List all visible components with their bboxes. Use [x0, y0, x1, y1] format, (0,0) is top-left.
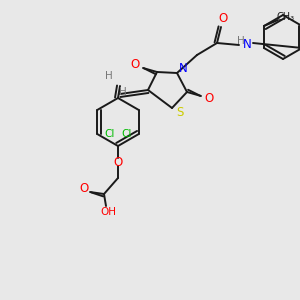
Text: N: N [178, 62, 188, 76]
Text: O: O [204, 92, 214, 104]
Text: Cl: Cl [104, 129, 114, 139]
Text: O: O [80, 182, 88, 196]
Text: H: H [105, 71, 113, 81]
Text: O: O [113, 157, 123, 169]
Text: CH₃: CH₃ [277, 12, 295, 22]
Text: OH: OH [100, 207, 116, 217]
Text: N: N [243, 38, 251, 52]
Text: H: H [237, 36, 245, 46]
Text: O: O [130, 58, 140, 70]
Text: S: S [176, 106, 184, 118]
Text: O: O [218, 13, 228, 26]
Text: H: H [119, 87, 127, 97]
Text: Cl: Cl [122, 129, 132, 139]
